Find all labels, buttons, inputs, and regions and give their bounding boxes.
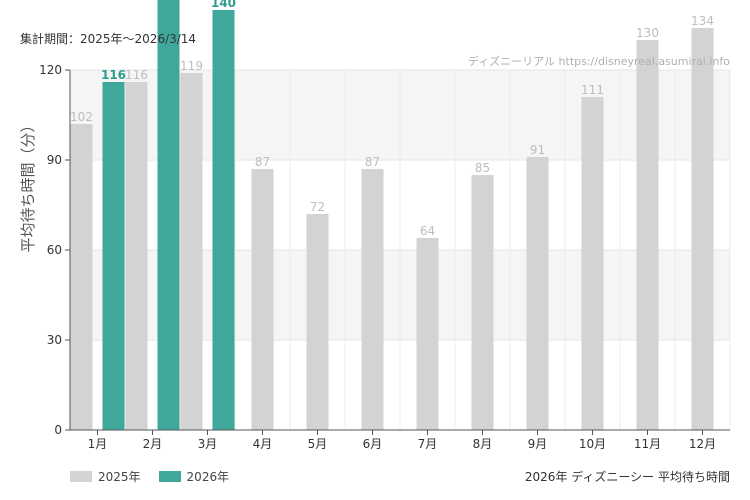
x-tick-label: 6月 xyxy=(363,437,383,451)
bar-2025[interactable] xyxy=(70,124,93,430)
legend-label-2025: 2025年 xyxy=(98,470,141,484)
watermark-link[interactable]: ディズニーリアル https://disneyreal.asumirai.inf… xyxy=(467,55,730,68)
bar-2025[interactable] xyxy=(526,157,549,430)
data-label-2026: 140 xyxy=(211,0,236,10)
y-tick-label: 60 xyxy=(47,243,62,257)
period-label: 集計期間：2025年～2026/3/14 xyxy=(20,32,197,46)
x-tick-label: 1月 xyxy=(88,437,108,451)
data-label-2025: 130 xyxy=(636,26,659,40)
bar-2025[interactable] xyxy=(125,82,148,430)
x-tick-labels: 1月 2月 3月 4月 5月 6月 7月 8月 9月 10月 11月 12月 xyxy=(88,437,716,451)
data-label-2025: 91 xyxy=(530,143,545,157)
bar-2026[interactable] xyxy=(157,0,180,430)
data-label-2025: 116 xyxy=(125,68,148,82)
x-tick-label: 2月 xyxy=(143,437,163,451)
x-tick-label: 7月 xyxy=(418,437,438,451)
bar-2025[interactable] xyxy=(691,28,714,430)
x-tick-label: 10月 xyxy=(579,437,606,451)
x-tick-label: 12月 xyxy=(689,437,716,451)
y-tick-labels: 0 30 60 90 120 xyxy=(39,63,62,437)
bar-2025[interactable] xyxy=(251,169,274,430)
data-label-2025: 64 xyxy=(420,224,435,238)
bar-2025[interactable] xyxy=(416,238,439,430)
y-tick-label: 90 xyxy=(47,153,62,167)
data-label-2026: 116 xyxy=(101,68,126,82)
x-tick-label: 8月 xyxy=(473,437,493,451)
data-label-2025: 87 xyxy=(255,155,270,169)
bar-2025[interactable] xyxy=(581,97,604,430)
data-labels: 102116116144119140877287648591111130134 xyxy=(70,0,714,238)
x-tick-label: 9月 xyxy=(528,437,548,451)
bar-2025[interactable] xyxy=(471,175,494,430)
bar-2025[interactable] xyxy=(361,169,384,430)
y-tick-label: 0 xyxy=(54,423,62,437)
bar-2026[interactable] xyxy=(212,10,235,430)
data-label-2025: 119 xyxy=(180,59,203,73)
bar-2026[interactable] xyxy=(102,82,125,430)
x-tick-label: 5月 xyxy=(308,437,328,451)
legend-swatch-2025 xyxy=(70,471,92,482)
legend-swatch-2026 xyxy=(158,471,181,482)
data-label-2025: 111 xyxy=(581,83,604,97)
legend-item-2026[interactable]: 2026年 xyxy=(158,468,230,485)
y-tick-label: 120 xyxy=(39,63,62,77)
data-label-2025: 134 xyxy=(691,14,714,28)
y-axis-label: 平均待ち時間（分） xyxy=(19,117,37,252)
y-tick-label: 30 xyxy=(47,333,62,347)
data-label-2025: 85 xyxy=(475,161,490,175)
legend-item-2025[interactable]: 2025年 xyxy=(70,468,141,485)
bar-2025[interactable] xyxy=(180,73,203,430)
axes xyxy=(65,69,730,435)
data-label-2025: 102 xyxy=(70,110,93,124)
legend-label-2026: 2026年 xyxy=(186,470,230,484)
bar-2025[interactable] xyxy=(636,40,659,430)
x-tick-label: 11月 xyxy=(634,437,661,451)
x-tick-label: 4月 xyxy=(253,437,273,451)
bars xyxy=(70,0,714,430)
data-label-2025: 72 xyxy=(310,200,325,214)
bar-2025[interactable] xyxy=(306,214,329,430)
legend: 2025年 2026年 xyxy=(70,468,229,485)
chart-caption: 2026年 ディズニーシー 平均待ち時間 xyxy=(524,470,730,484)
data-label-2025: 87 xyxy=(365,155,380,169)
x-tick-label: 3月 xyxy=(198,437,218,451)
